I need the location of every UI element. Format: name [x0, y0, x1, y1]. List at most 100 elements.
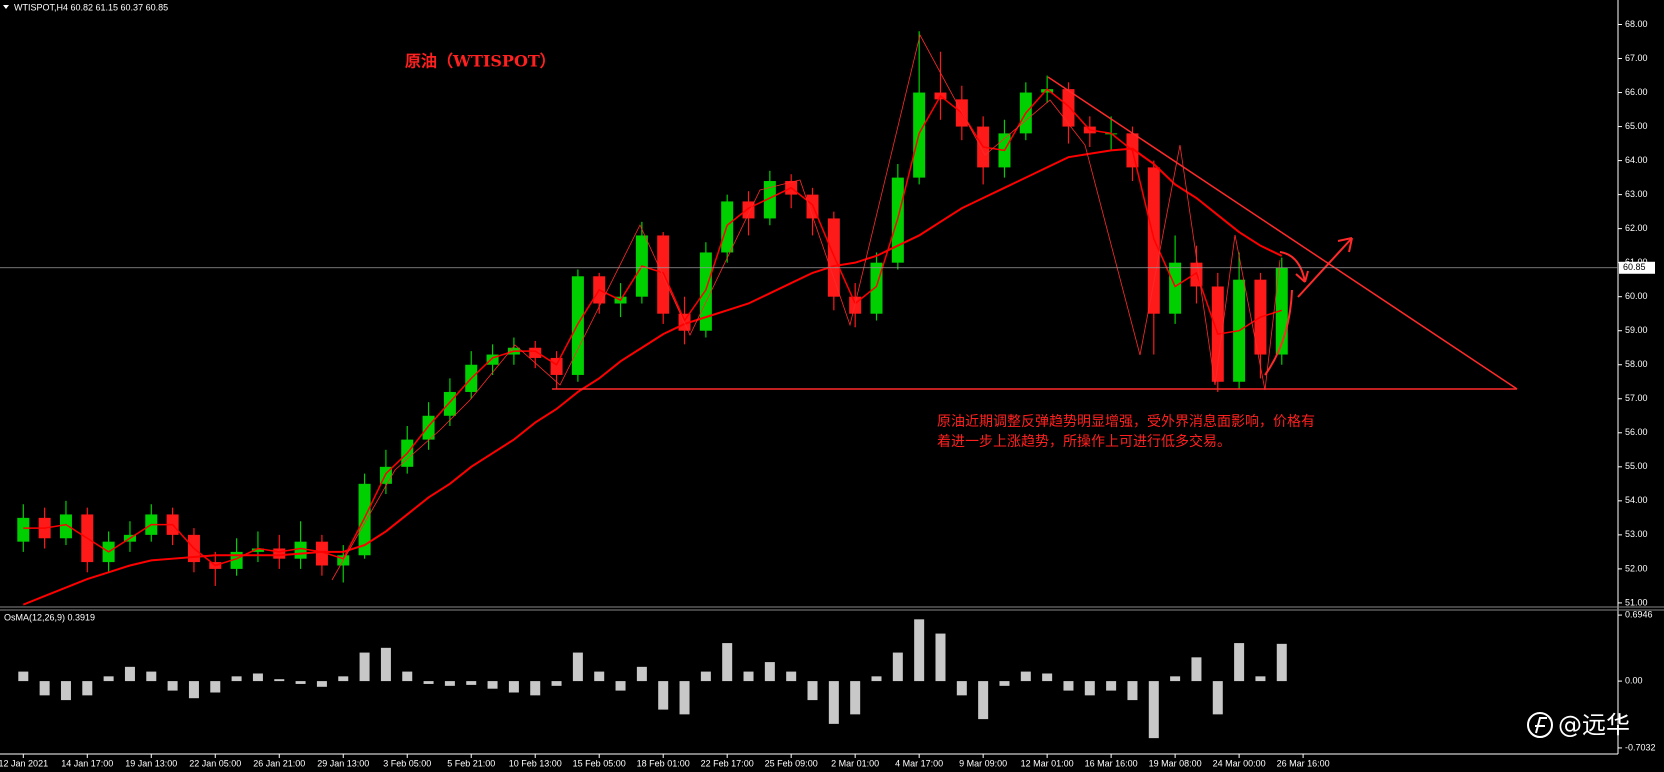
osma-bar	[1191, 657, 1202, 682]
x-tick-label: 3 Feb 05:00	[383, 758, 431, 768]
candle-body	[699, 252, 712, 331]
osma-bar	[124, 666, 135, 682]
candle-body	[294, 541, 307, 559]
osma-bar	[572, 652, 583, 682]
osma-bar	[1255, 676, 1266, 682]
osma-bar	[658, 681, 669, 710]
x-tick-label: 25 Feb 09:00	[765, 758, 818, 768]
x-tick-label: 26 Jan 21:00	[253, 758, 305, 768]
y-tick-label: 53.00	[1625, 529, 1648, 539]
y-tick-label: 65.00	[1625, 121, 1648, 131]
osma-bar	[316, 681, 327, 687]
osma-bar	[551, 681, 562, 686]
zigzag	[331, 33, 1281, 581]
down-arrow-head	[1295, 270, 1309, 283]
x-tick-label: 19 Jan 13:00	[125, 758, 177, 768]
watermark-logo	[1527, 712, 1553, 738]
y-tick-label: 59.00	[1625, 325, 1648, 335]
header-icon	[3, 5, 9, 9]
candle-body	[742, 201, 755, 219]
osma-bar	[274, 679, 285, 682]
osma-bar	[380, 647, 391, 682]
candle-body	[550, 357, 563, 375]
y-tick-label: 0.00	[1625, 675, 1643, 685]
watermark: @远华	[1527, 711, 1630, 739]
chart-header: WTISPOT,H4 60.82 61.15 60.37 60.85	[14, 2, 168, 12]
osma-bar	[594, 671, 605, 682]
osma-bar	[1020, 671, 1031, 682]
osma-bar	[743, 671, 754, 682]
x-tick-label: 16 Mar 16:00	[1085, 758, 1138, 768]
osma-bar	[850, 681, 861, 715]
osma-bar	[252, 673, 263, 682]
y-tick-label: 66.00	[1625, 87, 1648, 97]
y-tick-label: 0.6946	[1625, 609, 1653, 619]
frame	[0, 0, 1664, 755]
osma-bar	[786, 671, 797, 682]
x-tick-label: 9 Mar 09:00	[959, 758, 1007, 768]
osma-bar	[807, 681, 818, 701]
osma-bar	[722, 643, 733, 682]
indicator-label: OsMA(12,26,9) 0.3919	[4, 612, 95, 622]
x-tick-label: 15 Feb 05:00	[573, 758, 626, 768]
osma-bar	[466, 681, 477, 685]
annotation-line: 原油近期调整反弹趋势明显增强，受外界消息面影响，价格有	[937, 413, 1315, 430]
x-tick-label: 29 Jan 13:00	[317, 758, 369, 768]
y-tick-label: 57.00	[1625, 393, 1648, 403]
x-tick-label: 2 Mar 01:00	[831, 758, 879, 768]
y-tick-label: 68.00	[1625, 19, 1648, 29]
osma-bar	[423, 681, 434, 684]
up-arrow-head	[1337, 237, 1353, 253]
osma-bar	[210, 681, 221, 693]
osma-bar	[60, 681, 71, 701]
osma-bar	[146, 671, 157, 682]
osma-bar	[1084, 681, 1095, 696]
x-tick-label: 5 Feb 21:00	[447, 758, 495, 768]
osma-bar	[231, 676, 242, 682]
y-tick-label: 51.00	[1625, 597, 1648, 607]
osma-bar	[956, 681, 967, 696]
current-price-box	[1619, 261, 1655, 274]
osma-bar	[530, 681, 541, 696]
x-tick-label: 18 Feb 01:00	[637, 758, 690, 768]
osma-bar	[914, 619, 925, 682]
osma-bar	[978, 681, 989, 720]
candle-body	[486, 354, 499, 365]
osma-bar	[1212, 681, 1223, 715]
osma-bar	[18, 671, 29, 682]
x-tick-label: 14 Jan 17:00	[61, 758, 113, 768]
candle-body	[1169, 262, 1182, 314]
osma-bar	[402, 671, 413, 682]
osma-bar	[636, 666, 647, 682]
y-tick-label: 62.00	[1625, 223, 1648, 233]
annotation-line: 着进一步上涨趋势，所操作上可进行低多交易。	[937, 433, 1231, 450]
candle-body	[443, 391, 456, 416]
candle-body	[59, 514, 72, 539]
candle-body	[529, 347, 542, 358]
candle-body	[571, 276, 584, 375]
x-tick-label: 10 Feb 13:00	[509, 758, 562, 768]
osma-bar	[871, 676, 882, 682]
y-tick-label: 67.00	[1625, 53, 1648, 63]
candle-body	[251, 548, 264, 552]
candle-body	[358, 483, 371, 556]
osma-bar	[999, 681, 1010, 686]
osma-bar	[1127, 681, 1138, 701]
price-layer	[17, 31, 1288, 606]
watermark-logo-mark	[1535, 717, 1547, 734]
osma-bar	[1063, 681, 1074, 691]
osma-bar	[82, 681, 93, 696]
osma-bar	[828, 681, 839, 724]
candle-body	[273, 548, 286, 559]
chart-title: 原油（WTISPOT）	[405, 52, 556, 71]
current-price-label: 60.85	[1623, 262, 1646, 272]
candle-body	[17, 517, 30, 542]
y-tick-label: 56.00	[1625, 427, 1648, 437]
y-tick-label: 58.00	[1625, 359, 1648, 369]
moving-average	[22, 147, 1283, 606]
osma-bar	[1276, 643, 1287, 682]
y-tick-label: 55.00	[1625, 461, 1648, 471]
candle-body	[315, 541, 328, 566]
